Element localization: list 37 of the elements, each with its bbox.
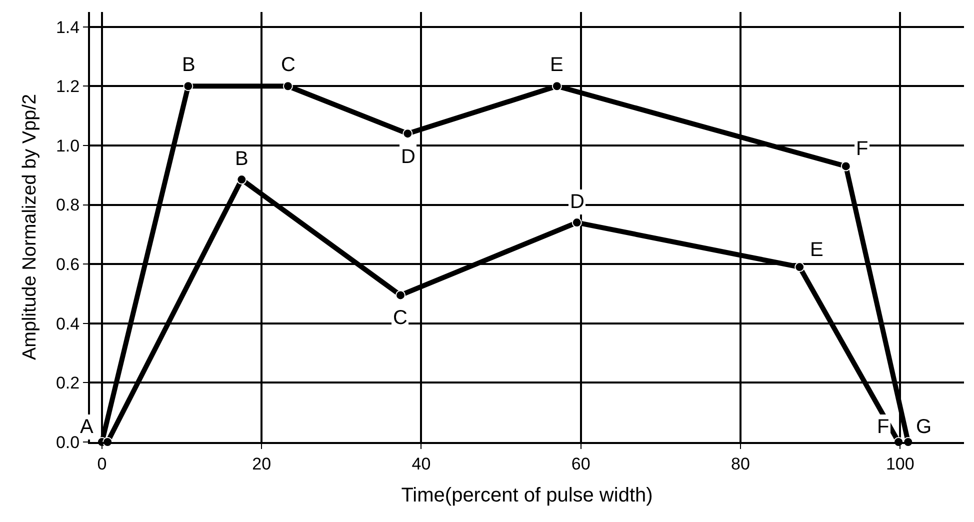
- annotation: C: [281, 54, 296, 76]
- x-tick-label: 0: [97, 454, 107, 474]
- point: [572, 218, 582, 228]
- x-tick-label: 80: [731, 454, 750, 474]
- point: [183, 81, 194, 92]
- y-tick-label: 0.8: [56, 196, 80, 215]
- point: [552, 81, 562, 92]
- y-tick-label: 0.0: [56, 432, 80, 452]
- annotation: F: [856, 138, 868, 160]
- annotation: B: [235, 148, 248, 170]
- point: [282, 81, 293, 92]
- x-tick-label: 60: [571, 454, 590, 474]
- point: [395, 290, 406, 300]
- annotation: C: [393, 307, 408, 329]
- annotation: G: [916, 416, 932, 438]
- y-tick-label: 0.6: [56, 255, 80, 274]
- y-tick-label: 0.4: [56, 314, 80, 334]
- y-axis-title: Amplitude Normalized by Vpp/2: [19, 94, 40, 360]
- y-tick-label: 0.2: [56, 374, 80, 393]
- annotation: E: [550, 54, 564, 76]
- x-axis-title: Time(percent of pulse width): [401, 484, 653, 506]
- annotation: D: [401, 146, 416, 168]
- annotation: D: [570, 191, 584, 213]
- x-tick-label: 100: [886, 454, 914, 474]
- x-tick-label: 40: [412, 454, 431, 474]
- y-tick-label: 1.2: [56, 77, 80, 96]
- y-tick-label: 1.4: [56, 18, 80, 37]
- x-tick-label: 20: [252, 454, 272, 474]
- point: [840, 161, 851, 172]
- annotation: E: [810, 239, 824, 261]
- annotation: A: [80, 416, 94, 438]
- y-tick-label: 1.0: [56, 136, 80, 156]
- point: [794, 262, 805, 272]
- point: [236, 174, 247, 185]
- annotation: B: [182, 54, 196, 76]
- annotation: F: [877, 416, 890, 438]
- point: [402, 128, 413, 139]
